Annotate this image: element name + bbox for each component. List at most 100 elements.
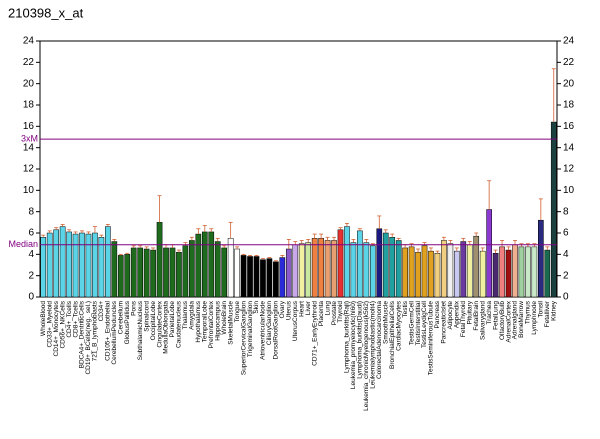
x-tick-label: BoneMarrow bbox=[518, 301, 525, 338]
bar bbox=[298, 243, 305, 298]
bar bbox=[253, 256, 260, 298]
bar bbox=[415, 251, 421, 298]
bar bbox=[544, 249, 551, 298]
bar bbox=[53, 229, 59, 298]
bar bbox=[234, 248, 240, 298]
chart-title: 210398_x_at bbox=[8, 5, 84, 20]
bar bbox=[550, 121, 557, 298]
bar bbox=[421, 245, 428, 298]
x-tick-label: CiliaryGanglion bbox=[266, 301, 273, 345]
x-tick-label: Tonsil bbox=[538, 300, 545, 317]
bar bbox=[408, 246, 415, 298]
x-tick-label: Adipocyte bbox=[447, 301, 454, 330]
x-tick-label: Skin bbox=[253, 301, 260, 314]
y2-tick-label: 2 bbox=[563, 270, 569, 281]
x-tick-label: Placenta bbox=[318, 301, 325, 327]
x-tick-label: CD19+_BCells(neg._sel.) bbox=[85, 301, 92, 375]
x-tick-label: Leukemia_chronicMyelogenous(k562) bbox=[363, 301, 370, 411]
x-tick-label: TestisSeminiferousTubule bbox=[428, 301, 435, 376]
bar bbox=[466, 244, 473, 298]
bar bbox=[195, 233, 202, 298]
y2-tick-label: 10 bbox=[563, 185, 575, 196]
bar bbox=[66, 231, 72, 298]
bar bbox=[266, 258, 273, 298]
bar bbox=[285, 248, 292, 298]
bar bbox=[98, 237, 105, 298]
x-tick-label: OccipitalLobe bbox=[150, 301, 157, 341]
bar bbox=[357, 230, 363, 298]
bar bbox=[525, 246, 531, 298]
bar bbox=[46, 232, 53, 298]
x-tick-label: SubthalamicNucleus bbox=[137, 300, 144, 360]
bar bbox=[130, 247, 137, 298]
y2-tick-label: 18 bbox=[563, 100, 575, 111]
x-tick-label: Pons bbox=[130, 300, 137, 316]
x-tick-label: Spinalcord bbox=[143, 301, 150, 332]
x-tick-label: Hippocampus bbox=[214, 300, 221, 340]
bar bbox=[105, 226, 111, 298]
x-tick-label: CardiacMyocytes bbox=[395, 300, 402, 351]
y-tick-label: 20 bbox=[23, 78, 35, 89]
bar bbox=[189, 240, 195, 298]
y2-tick-label: 4 bbox=[563, 249, 569, 260]
x-tick-label: 721_B_lymphoblasts bbox=[92, 300, 99, 361]
x-tick-label: Trachea bbox=[486, 301, 493, 325]
bar bbox=[240, 255, 247, 298]
x-tick-label: Thyroid bbox=[337, 301, 344, 323]
x-tick-label: MedullaOblongata bbox=[163, 301, 170, 354]
bar bbox=[447, 243, 454, 298]
y-tick-label: 10 bbox=[23, 185, 35, 196]
bar bbox=[117, 255, 124, 298]
x-tick-label: Lymphnode bbox=[531, 301, 538, 335]
bar bbox=[473, 235, 480, 298]
x-tick-label: OlfactoryBulb bbox=[499, 301, 506, 340]
y2-tick-label: 24 bbox=[563, 36, 575, 47]
y2-tick-label: 6 bbox=[563, 228, 569, 239]
x-tick-label: Caudatenucleus bbox=[176, 300, 183, 348]
x-tick-label: FetalBrain bbox=[473, 301, 480, 331]
bar bbox=[376, 228, 383, 298]
x-tick-label: Salivarygland bbox=[479, 301, 486, 340]
bar bbox=[260, 259, 266, 298]
bar bbox=[156, 222, 163, 298]
bar bbox=[492, 253, 499, 298]
x-tick-label: CerebellumPeduncles bbox=[111, 300, 118, 364]
bar bbox=[453, 250, 460, 298]
bar bbox=[221, 247, 228, 298]
x-tick-label: Fetalliver bbox=[544, 300, 551, 327]
bar bbox=[182, 245, 189, 298]
x-tick-label: CD71+_EarlyErythroid bbox=[311, 301, 318, 366]
x-tick-label: Uterus bbox=[286, 300, 293, 320]
x-tick-label: Cerebellum bbox=[118, 301, 125, 334]
bar bbox=[350, 242, 357, 298]
bar bbox=[337, 229, 344, 298]
x-tick-label: BDCA4+_DentriticCells bbox=[79, 300, 86, 368]
bar bbox=[344, 226, 350, 298]
x-tick-label: Heart bbox=[298, 301, 305, 317]
bar bbox=[273, 261, 279, 298]
bar bbox=[324, 240, 331, 298]
bar bbox=[441, 240, 447, 298]
bar bbox=[318, 238, 324, 298]
bar bbox=[247, 256, 253, 298]
x-tick-label: TestisLeydigCell bbox=[421, 300, 428, 348]
x-tick-label: SuperiorCervicalGanglion bbox=[240, 301, 247, 375]
bar bbox=[59, 226, 66, 298]
y-tick-label: 4 bbox=[28, 249, 34, 260]
x-tick-label: ParietalLobe bbox=[169, 301, 176, 338]
y-tick-label: 18 bbox=[23, 100, 35, 111]
y2-tick-label: 0 bbox=[563, 292, 569, 303]
y-tick-label: 24 bbox=[23, 36, 35, 47]
reference-label: Median bbox=[8, 239, 38, 249]
y2-tick-label: 14 bbox=[563, 142, 575, 153]
bar bbox=[486, 209, 492, 298]
bar bbox=[460, 241, 467, 298]
x-tick-label: Testis bbox=[402, 300, 409, 317]
bar bbox=[150, 249, 156, 298]
x-tick-label: SmoothMuscle bbox=[382, 301, 389, 344]
bar bbox=[79, 232, 85, 298]
y-tick-label: 8 bbox=[28, 206, 34, 217]
bar bbox=[369, 245, 376, 298]
x-tick-label: TestisInterstitial bbox=[415, 300, 422, 345]
bar bbox=[92, 232, 98, 298]
